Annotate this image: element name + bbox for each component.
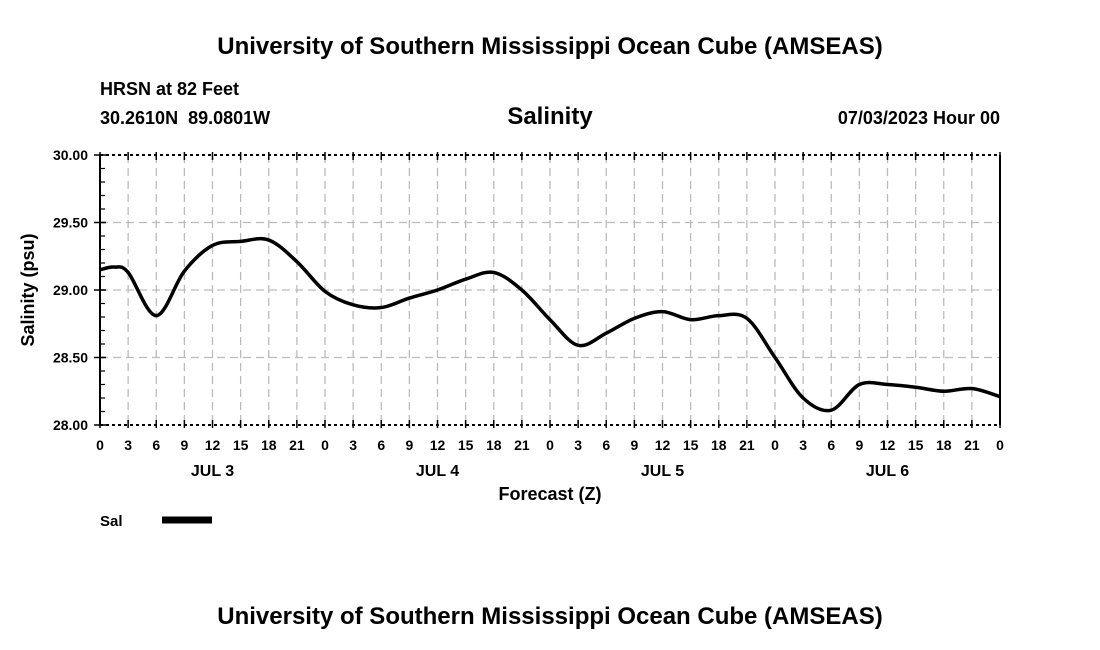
x-tick-label: 18 [936,437,952,453]
grid [100,155,1000,425]
x-tick-label: 0 [321,437,329,453]
x-tick-label: 3 [349,437,357,453]
x-tick-label: 12 [880,437,896,453]
chart-title: University of Southern Mississippi Ocean… [217,33,882,60]
day-label: JUL 4 [416,463,459,480]
station-label: HRSN at 82 Feet [100,79,239,99]
y-tick-label: 28.50 [53,350,88,366]
x-tick-label: 21 [964,437,980,453]
variable-title: Salinity [507,103,593,130]
x-tick-label: 3 [574,437,582,453]
y-axis-label: Salinity (psu) [18,233,38,346]
x-tick-label: 0 [546,437,554,453]
x-tick-label: 0 [996,437,1004,453]
x-tick-label: 12 [655,437,671,453]
x-tick-label: 9 [630,437,638,453]
axes [94,152,1001,428]
x-tick-labels: 0 3 6 9 12 15 18 21 0 3 6 9 12 15 18 21 0 3 6 9 12 15 18 21 0 3 6 9… [96,437,1004,453]
series-line-sal [99,236,1001,413]
x-tick-label: 18 [711,437,727,453]
x-tick-label: 6 [827,437,835,453]
footer-title: University of Southern Mississippi Ocean… [217,603,882,630]
x-tick-label: 15 [908,437,924,453]
x-tick-label: 6 [602,437,610,453]
x-tick-label: 6 [377,437,385,453]
day-label: JUL 5 [641,463,684,480]
y-tick-label: 29.00 [53,282,88,298]
x-tick-label: 15 [683,437,699,453]
x-tick-label: 18 [261,437,277,453]
x-tick-label: 21 [514,437,530,453]
y-tick-label: 29.50 [53,215,88,231]
y-tick-label: 28.00 [53,417,88,433]
y-tick-labels: 28.00 28.50 29.00 29.50 30.00 [53,147,88,433]
y-tick-label: 30.00 [53,147,88,163]
x-tick-label: 9 [180,437,188,453]
datetime-label: 07/03/2023 Hour 00 [838,108,1000,128]
x-tick-label: 9 [855,437,863,453]
x-tick-label: 12 [430,437,446,453]
x-tick-label: 3 [124,437,132,453]
x-tick-label: 3 [799,437,807,453]
x-tick-label: 6 [152,437,160,453]
coordinates-label: 30.2610N 89.0801W [100,108,270,128]
day-label: JUL 3 [191,463,234,480]
x-tick-label: 21 [289,437,305,453]
x-tick-label: 15 [458,437,474,453]
day-label: JUL 6 [866,463,909,480]
x-tick-label: 15 [233,437,249,453]
x-tick-label: 0 [96,437,104,453]
x-tick-label: 0 [771,437,779,453]
legend-label-sal: Sal [100,513,123,530]
x-tick-label: 21 [739,437,755,453]
x-tick-label: 12 [205,437,221,453]
x-tick-label: 9 [405,437,413,453]
x-axis-label: Forecast (Z) [498,484,601,504]
x-tick-label: 18 [486,437,502,453]
day-labels: JUL 3 JUL 4 JUL 5 JUL 6 [191,463,909,480]
